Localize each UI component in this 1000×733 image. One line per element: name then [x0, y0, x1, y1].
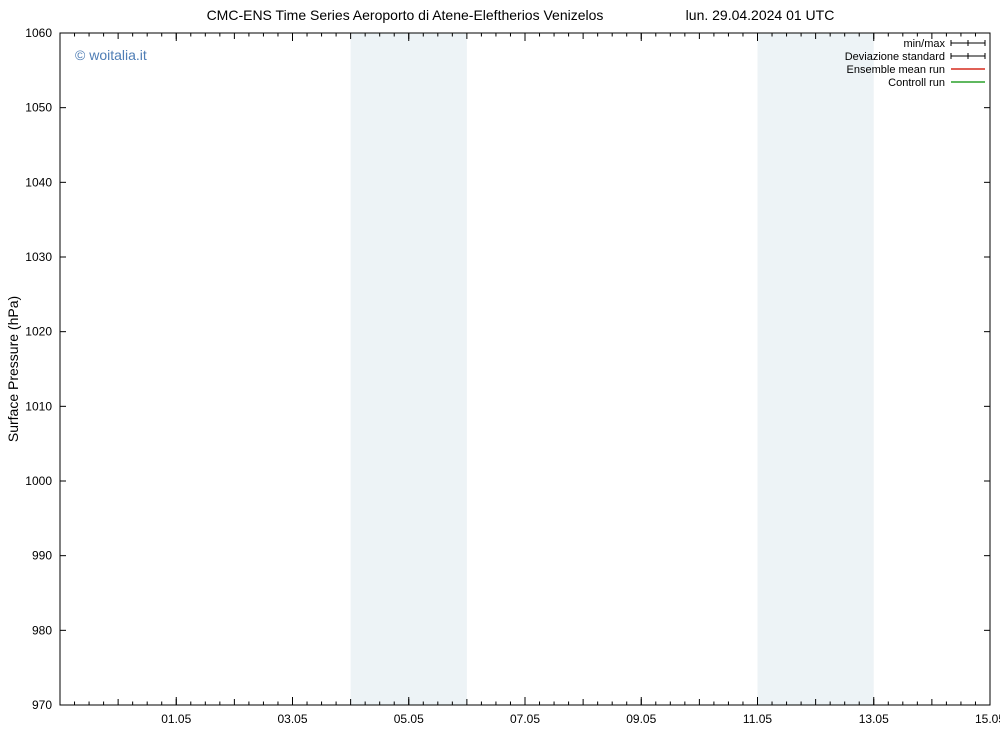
x-tick-label: 11.05: [743, 712, 772, 726]
y-tick-label: 1060: [25, 26, 52, 40]
legend-label: Controll run: [888, 77, 945, 89]
x-tick-label: 09.05: [626, 712, 656, 726]
y-tick-label: 980: [32, 623, 52, 637]
y-tick-label: 1040: [25, 175, 52, 189]
y-tick-label: 1050: [25, 101, 52, 115]
y-tick-label: 970: [32, 698, 52, 712]
x-tick-label: 03.05: [277, 712, 307, 726]
watermark: © woitalia.it: [75, 47, 147, 63]
x-tick-label: 07.05: [510, 712, 540, 726]
y-tick-label: 1020: [25, 325, 52, 339]
x-tick-label: 13.05: [859, 712, 889, 726]
x-tick-label: 05.05: [394, 712, 424, 726]
chart-title-right: lun. 29.04.2024 01 UTC: [686, 7, 835, 23]
y-axis-label: Surface Pressure (hPa): [5, 296, 21, 442]
chart-svg: 970 980 990 1000 1010 1020 1030 1040 1050 1060 01.…: [0, 0, 1000, 733]
chart-title-left: CMC-ENS Time Series Aeroporto di Atene-E…: [207, 7, 604, 23]
x-tick-label: 01.05: [161, 712, 191, 726]
weekend-band: [351, 33, 467, 705]
y-tick-label: 1000: [25, 474, 52, 488]
weekend-band: [758, 33, 874, 705]
pressure-chart: 970 980 990 1000 1010 1020 1030 1040 1050 1060 01.…: [0, 0, 1000, 733]
y-tick-label: 1010: [25, 399, 52, 413]
y-tick-label: 1030: [25, 250, 52, 264]
legend-label: Ensemble mean run: [847, 64, 945, 76]
legend-label: Deviazione standard: [845, 51, 945, 63]
y-tick-label: 990: [32, 549, 52, 563]
x-tick-label: 15.05: [975, 712, 1000, 726]
legend-label: min/max: [903, 38, 945, 50]
